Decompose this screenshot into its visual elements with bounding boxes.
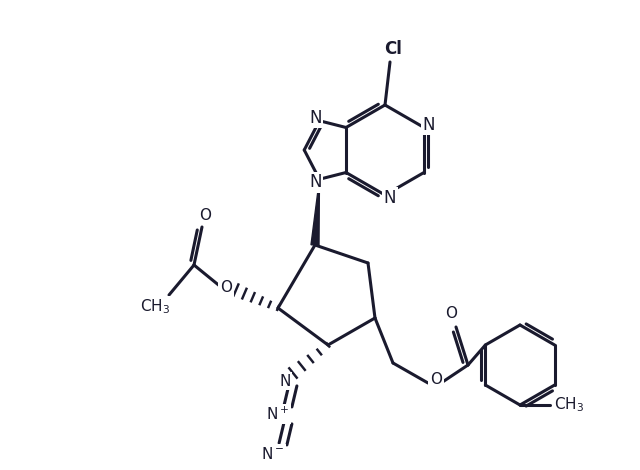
Text: N$^-$: N$^-$: [261, 446, 285, 462]
Text: N: N: [279, 374, 291, 389]
Text: Cl: Cl: [384, 40, 402, 58]
Text: O: O: [220, 281, 232, 296]
Text: O: O: [445, 306, 457, 321]
Text: CH$_3$: CH$_3$: [140, 298, 170, 316]
Text: N: N: [309, 173, 322, 191]
Text: N: N: [423, 116, 435, 133]
Text: O: O: [430, 373, 442, 387]
Text: O: O: [199, 207, 211, 222]
Text: CH$_3$: CH$_3$: [554, 396, 584, 415]
Text: N$^+$: N$^+$: [266, 405, 290, 423]
Text: N: N: [309, 109, 322, 127]
Text: N: N: [384, 189, 396, 207]
Polygon shape: [311, 179, 319, 245]
